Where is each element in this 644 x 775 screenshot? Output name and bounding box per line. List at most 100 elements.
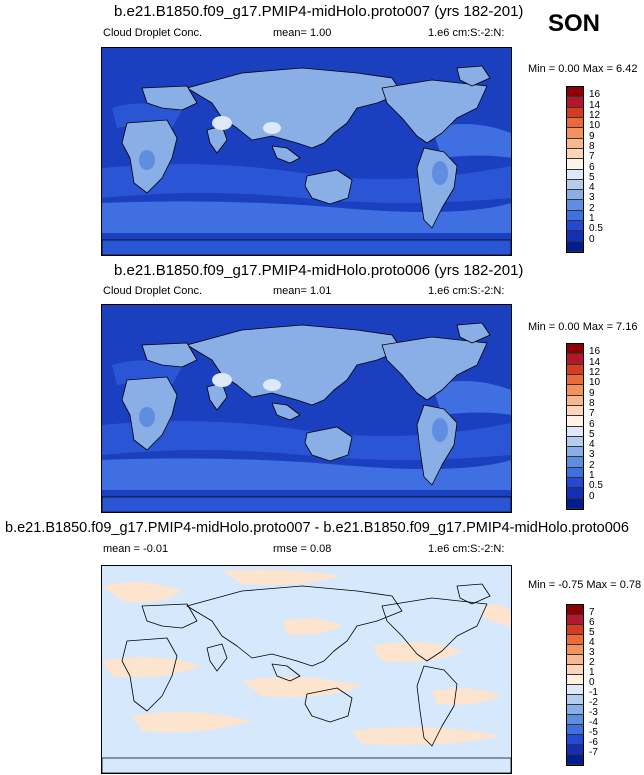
- colorbar-tick-label: 8: [589, 397, 595, 409]
- colorbar-box: [567, 478, 583, 489]
- colorbar-tick-label: 3: [589, 647, 595, 658]
- continent-india: [206, 643, 228, 672]
- colorbar-box: [567, 705, 583, 715]
- colorbar-box: [567, 117, 583, 129]
- panel2-variable: Cloud Droplet Conc.: [103, 285, 203, 297]
- continent-antarctica: [102, 757, 511, 773]
- colorbar-box: [567, 395, 583, 406]
- colorbar-box: [567, 179, 583, 191]
- colorbar-box: [567, 385, 583, 396]
- colorbar-tick-label: 2: [589, 202, 595, 214]
- panel1-units: 1.e6 cm:S:-2:N:: [428, 27, 505, 39]
- colorbar-box: [567, 457, 583, 468]
- colorbar-box: [567, 344, 583, 355]
- colorbar-tick-label: -5: [589, 727, 598, 738]
- panel3-colorbar: [566, 604, 584, 766]
- colorbar-box: [567, 755, 583, 765]
- colorbar-box: [567, 436, 583, 448]
- panel3-rmse: rmse = 0.08: [273, 543, 332, 555]
- colorbar-tick-label: 3: [589, 192, 595, 204]
- colorbar-box: [567, 645, 583, 655]
- continent-asia: [186, 67, 403, 149]
- colorbar-box: [567, 685, 583, 695]
- colorbar-box: [567, 488, 583, 499]
- colorbar-box: [567, 354, 583, 365]
- colorbar-tick-label: 4: [589, 637, 595, 648]
- colorbar-box: [567, 735, 583, 745]
- panel3-map: [101, 565, 512, 774]
- continent-seasia: [271, 402, 301, 421]
- season-label: SON: [548, 10, 601, 37]
- colorbar-box: [567, 447, 583, 458]
- continent-africa: [121, 637, 178, 712]
- colorbar-box: [567, 655, 583, 665]
- colorbar-box: [567, 221, 583, 232]
- colorbar-tick-label: 9: [589, 387, 595, 399]
- colorbar-tick-label: 5: [589, 627, 595, 638]
- colorbar-tick-label: -6: [589, 737, 598, 748]
- colorbar-tick-label: 6: [589, 617, 595, 628]
- colorbar-box: [567, 715, 583, 725]
- panel2-minmax: Min = 0.00 Max = 7.16: [528, 321, 638, 333]
- colorbar-box: [567, 498, 583, 509]
- colorbar-tick-label: 2: [589, 657, 595, 668]
- colorbar-tick-label: 16: [589, 346, 601, 358]
- colorbar-box: [567, 665, 583, 675]
- colorbar-tick-label: 4: [589, 439, 595, 451]
- continent-europe: [141, 603, 198, 629]
- colorbar-tick-label: 1: [589, 470, 595, 482]
- continent-europe: [141, 85, 198, 111]
- colorbar-box: [567, 405, 583, 417]
- colorbar-tick-label: 8: [589, 140, 595, 152]
- panel3-minmax: Min = -0.75 Max = 0.78: [528, 579, 642, 591]
- colorbar-tick-label: 0: [589, 490, 595, 502]
- colorbar-box: [567, 467, 583, 479]
- panel2-map: [101, 304, 512, 513]
- panel3-title: b.e21.B1850.f09_g17.PMIP4-midHolo.proto0…: [5, 520, 629, 536]
- colorbar-tick-label: -2: [589, 697, 598, 708]
- continent-antarctica: [102, 496, 511, 512]
- colorbar-box: [567, 200, 583, 211]
- colorbar-box: [567, 695, 583, 705]
- colorbar-box: [567, 615, 583, 625]
- panel2-title: b.e21.B1850.f09_g17.PMIP4-midHolo.proto0…: [114, 262, 524, 279]
- colorbar-box: [567, 416, 583, 427]
- colorbar-tick-label: -1: [589, 687, 598, 698]
- colorbar-box: [567, 745, 583, 755]
- colorbar-box: [567, 374, 583, 386]
- colorbar-tick-label: 0: [589, 677, 595, 688]
- colorbar-tick-label: 12: [589, 109, 601, 121]
- colorbar-tick-label: 5: [589, 171, 595, 183]
- continent-greenland: [456, 583, 491, 605]
- continent-australia: [304, 169, 353, 205]
- colorbar-box: [567, 138, 583, 149]
- colorbar-box: [567, 190, 583, 201]
- continent-asia: [186, 585, 403, 667]
- colorbar-box: [567, 364, 583, 375]
- colorbar-tick-label: 1: [589, 667, 595, 678]
- colorbar-box: [567, 635, 583, 645]
- panel1-minmax: Min = 0.00 Max = 6.42: [528, 63, 638, 75]
- continent-australia: [304, 687, 353, 723]
- colorbar-box: [567, 148, 583, 160]
- colorbar-tick-label: 7: [589, 151, 595, 163]
- continent-australia: [304, 426, 353, 462]
- colorbar-box: [567, 169, 583, 180]
- colorbar-box: [567, 87, 583, 98]
- colorbar-box: [567, 231, 583, 242]
- colorbar-tick-label: 16: [589, 89, 601, 101]
- colorbar-tick-label: 7: [589, 408, 595, 420]
- colorbar-tick-label: 0: [589, 233, 595, 245]
- continent-asia: [186, 324, 403, 406]
- colorbar-tick-label: 6: [589, 418, 595, 430]
- continent-seasia: [271, 145, 301, 164]
- continent-greenland: [456, 322, 491, 344]
- colorbar-tick-label: 14: [589, 356, 601, 368]
- colorbar-tick-label: 5: [589, 428, 595, 440]
- colorbar-box: [567, 107, 583, 118]
- colorbar-box: [567, 675, 583, 685]
- panel2-mean: mean= 1.01: [273, 285, 332, 297]
- colorbar-tick-label: 2: [589, 459, 595, 471]
- continent-samerica: [416, 665, 458, 747]
- colorbar-tick-label: -7: [589, 747, 598, 758]
